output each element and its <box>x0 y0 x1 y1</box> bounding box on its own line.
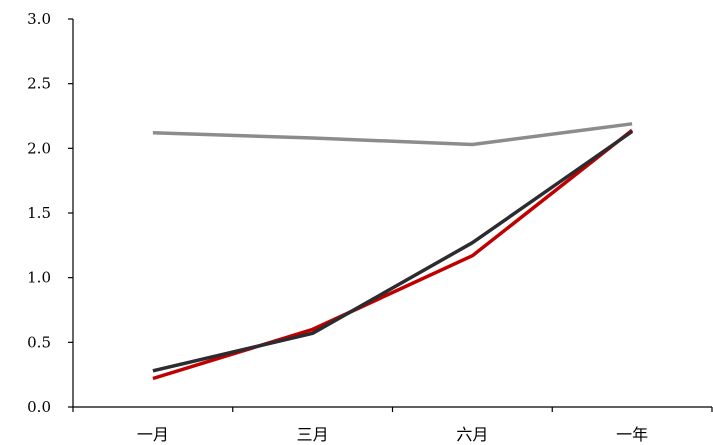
x-category-label: 一年 <box>616 425 648 444</box>
y-tick-label: 1.0 <box>27 269 51 287</box>
y-tick-label: 2.0 <box>27 139 51 157</box>
x-category-label: 六月 <box>456 425 488 444</box>
y-tick-label: 3.0 <box>27 10 51 28</box>
series-layer <box>152 122 634 381</box>
x-category-label: 一月 <box>137 425 169 444</box>
axes-layer <box>72 19 712 408</box>
y-tick-label: 1.5 <box>27 204 51 222</box>
y-tick-label: 2.5 <box>27 75 51 93</box>
series-line-3 <box>152 130 634 373</box>
series-line-2 <box>152 128 634 381</box>
ticks-layer: 0.0 0.5 1.0 1.5 2.0 2.5 3.0 一月 三月 六月 一年 <box>27 10 713 444</box>
y-tick-label: 0.5 <box>27 333 51 351</box>
y-tick-label: 0.0 <box>27 398 51 416</box>
series-line-1 <box>152 122 633 147</box>
x-category-label: 三月 <box>297 425 329 444</box>
